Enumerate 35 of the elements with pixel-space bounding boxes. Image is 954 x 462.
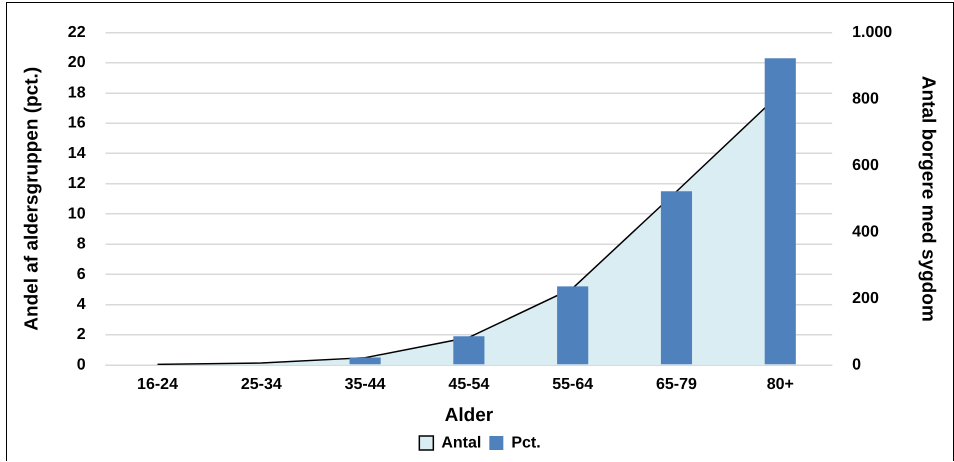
y-tick-label: 0 — [76, 356, 86, 374]
x-tick-label: 55-64 — [552, 376, 594, 394]
y-tick-label: 16 — [68, 114, 86, 132]
legend-label: Pct. — [511, 434, 541, 452]
legend-label: Antal — [441, 434, 482, 452]
y-tick-label: 4 — [76, 296, 86, 313]
x-tick-label: 80+ — [766, 376, 794, 394]
y-axis-title: Andel af aldersgruppen (pct.) — [22, 66, 43, 331]
x-tick-label: 65-79 — [656, 376, 698, 394]
bar — [350, 357, 381, 364]
bar — [660, 191, 692, 364]
y-tick-label: 18 — [68, 84, 86, 102]
bar — [557, 286, 588, 364]
y-tick-label: 20 — [68, 54, 86, 72]
y2-tick-label: 800 — [852, 90, 879, 108]
y-tick-label: 2 — [76, 326, 86, 344]
x-axis-title: Alder — [444, 404, 494, 426]
x-tick-label: 16-24 — [137, 376, 178, 394]
y-tick-label: 10 — [68, 205, 86, 222]
y2-axis-title: Antal borgere med sygdom — [917, 76, 938, 322]
y-tick-label: 12 — [68, 175, 86, 192]
y-tick-label: 14 — [68, 144, 86, 162]
x-tick-label: 25-34 — [240, 376, 282, 394]
y-tick-label: 8 — [76, 236, 86, 253]
bar — [453, 336, 484, 364]
y2-tick-label: 0 — [852, 356, 862, 374]
y2-tick-label: 400 — [852, 223, 879, 240]
bar — [764, 58, 796, 364]
y2-tick-label: 200 — [852, 290, 879, 307]
x-tick-label: 35-44 — [344, 376, 386, 394]
y2-tick-label: 1.000 — [852, 24, 892, 42]
y-tick-label: 22 — [68, 24, 86, 42]
x-tick-label: 45-54 — [448, 376, 490, 394]
y2-tick-label: 600 — [852, 156, 879, 174]
y-tick-label: 6 — [76, 266, 86, 283]
